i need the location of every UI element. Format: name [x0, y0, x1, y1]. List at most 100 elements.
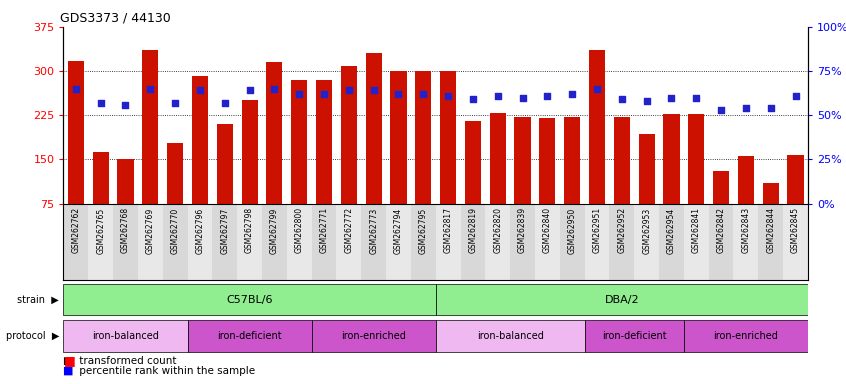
Text: GSM262794: GSM262794 [394, 207, 403, 253]
Text: GSM262840: GSM262840 [543, 207, 552, 253]
Bar [684, 204, 709, 280]
Bar [659, 204, 684, 280]
Text: GSM262952: GSM262952 [618, 207, 626, 253]
Text: iron-deficient: iron-deficient [602, 331, 667, 341]
Bar [539, 118, 556, 204]
Text: strain  ▶: strain ▶ [18, 295, 59, 305]
Bar [758, 204, 783, 280]
Bar [192, 76, 208, 204]
Point [293, 91, 306, 97]
Text: GSM262841: GSM262841 [692, 207, 700, 253]
Bar [415, 71, 431, 204]
Bar [113, 204, 138, 280]
Bar [436, 284, 808, 315]
Text: GSM262844: GSM262844 [766, 207, 775, 253]
Point [392, 91, 405, 97]
Bar [688, 114, 705, 204]
Text: iron-deficient: iron-deficient [217, 331, 282, 341]
Bar [762, 183, 779, 204]
Point [640, 98, 653, 104]
Text: GSM262817: GSM262817 [443, 207, 453, 253]
Bar [138, 204, 162, 280]
Bar [311, 320, 436, 352]
Bar [634, 204, 659, 280]
Point [69, 86, 83, 92]
Text: GSM262770: GSM262770 [171, 207, 179, 253]
Point [739, 105, 753, 111]
Point [193, 88, 206, 94]
Bar [386, 204, 411, 280]
Text: GSM262950: GSM262950 [568, 207, 577, 253]
Point [615, 96, 629, 103]
Bar [460, 204, 486, 280]
Point [516, 94, 530, 101]
Text: iron-enriched: iron-enriched [713, 331, 778, 341]
Bar [92, 152, 109, 204]
Bar [613, 117, 630, 204]
Bar [287, 204, 311, 280]
Bar [167, 143, 184, 204]
Bar [709, 204, 733, 280]
Point [94, 100, 107, 106]
Bar [341, 66, 357, 204]
Bar [162, 204, 188, 280]
Point [541, 93, 554, 99]
Text: GSM262953: GSM262953 [642, 207, 651, 253]
Text: GSM262820: GSM262820 [493, 207, 503, 253]
Point [218, 100, 232, 106]
Text: GSM262951: GSM262951 [592, 207, 602, 253]
Bar [783, 204, 808, 280]
Text: GSM262954: GSM262954 [667, 207, 676, 253]
Bar [589, 50, 605, 204]
Text: DBA/2: DBA/2 [605, 295, 639, 305]
Bar [188, 204, 212, 280]
Bar [436, 320, 585, 352]
Bar [88, 204, 113, 280]
Bar [514, 117, 530, 204]
Text: GSM262842: GSM262842 [717, 207, 726, 253]
Text: GSM262797: GSM262797 [220, 207, 229, 253]
Point [168, 100, 182, 106]
Text: ■  percentile rank within the sample: ■ percentile rank within the sample [63, 366, 255, 376]
Bar [63, 284, 436, 315]
Text: GSM262819: GSM262819 [469, 207, 477, 253]
Point [491, 93, 504, 99]
Point [466, 96, 480, 103]
Bar [68, 61, 84, 204]
Bar [684, 320, 808, 352]
Bar [560, 204, 585, 280]
Point [665, 94, 678, 101]
Bar [738, 156, 754, 204]
Point [416, 91, 430, 97]
Point [788, 93, 802, 99]
Text: GSM262765: GSM262765 [96, 207, 105, 253]
Bar [266, 62, 283, 204]
Bar [713, 171, 729, 204]
Text: GSM262768: GSM262768 [121, 207, 130, 253]
Text: GSM262796: GSM262796 [195, 207, 205, 253]
Bar [63, 320, 188, 352]
Bar [361, 204, 386, 280]
Point [118, 101, 132, 108]
Point [342, 88, 355, 94]
Bar [118, 159, 134, 204]
Bar [436, 204, 460, 280]
Text: GSM262771: GSM262771 [320, 207, 328, 253]
Bar [311, 204, 337, 280]
Bar [217, 124, 233, 204]
Bar [337, 204, 361, 280]
Point [243, 88, 256, 94]
Bar [316, 80, 332, 204]
Text: iron-enriched: iron-enriched [341, 331, 406, 341]
Bar [212, 204, 237, 280]
Text: GSM262799: GSM262799 [270, 207, 279, 253]
Bar [585, 204, 609, 280]
Bar [411, 204, 436, 280]
Text: GDS3373 / 44130: GDS3373 / 44130 [60, 11, 171, 24]
Text: C57BL/6: C57BL/6 [227, 295, 272, 305]
Bar [788, 155, 804, 204]
Bar [237, 204, 262, 280]
Point [714, 107, 728, 113]
Text: GSM262800: GSM262800 [294, 207, 304, 253]
Text: iron-balanced: iron-balanced [92, 331, 159, 341]
